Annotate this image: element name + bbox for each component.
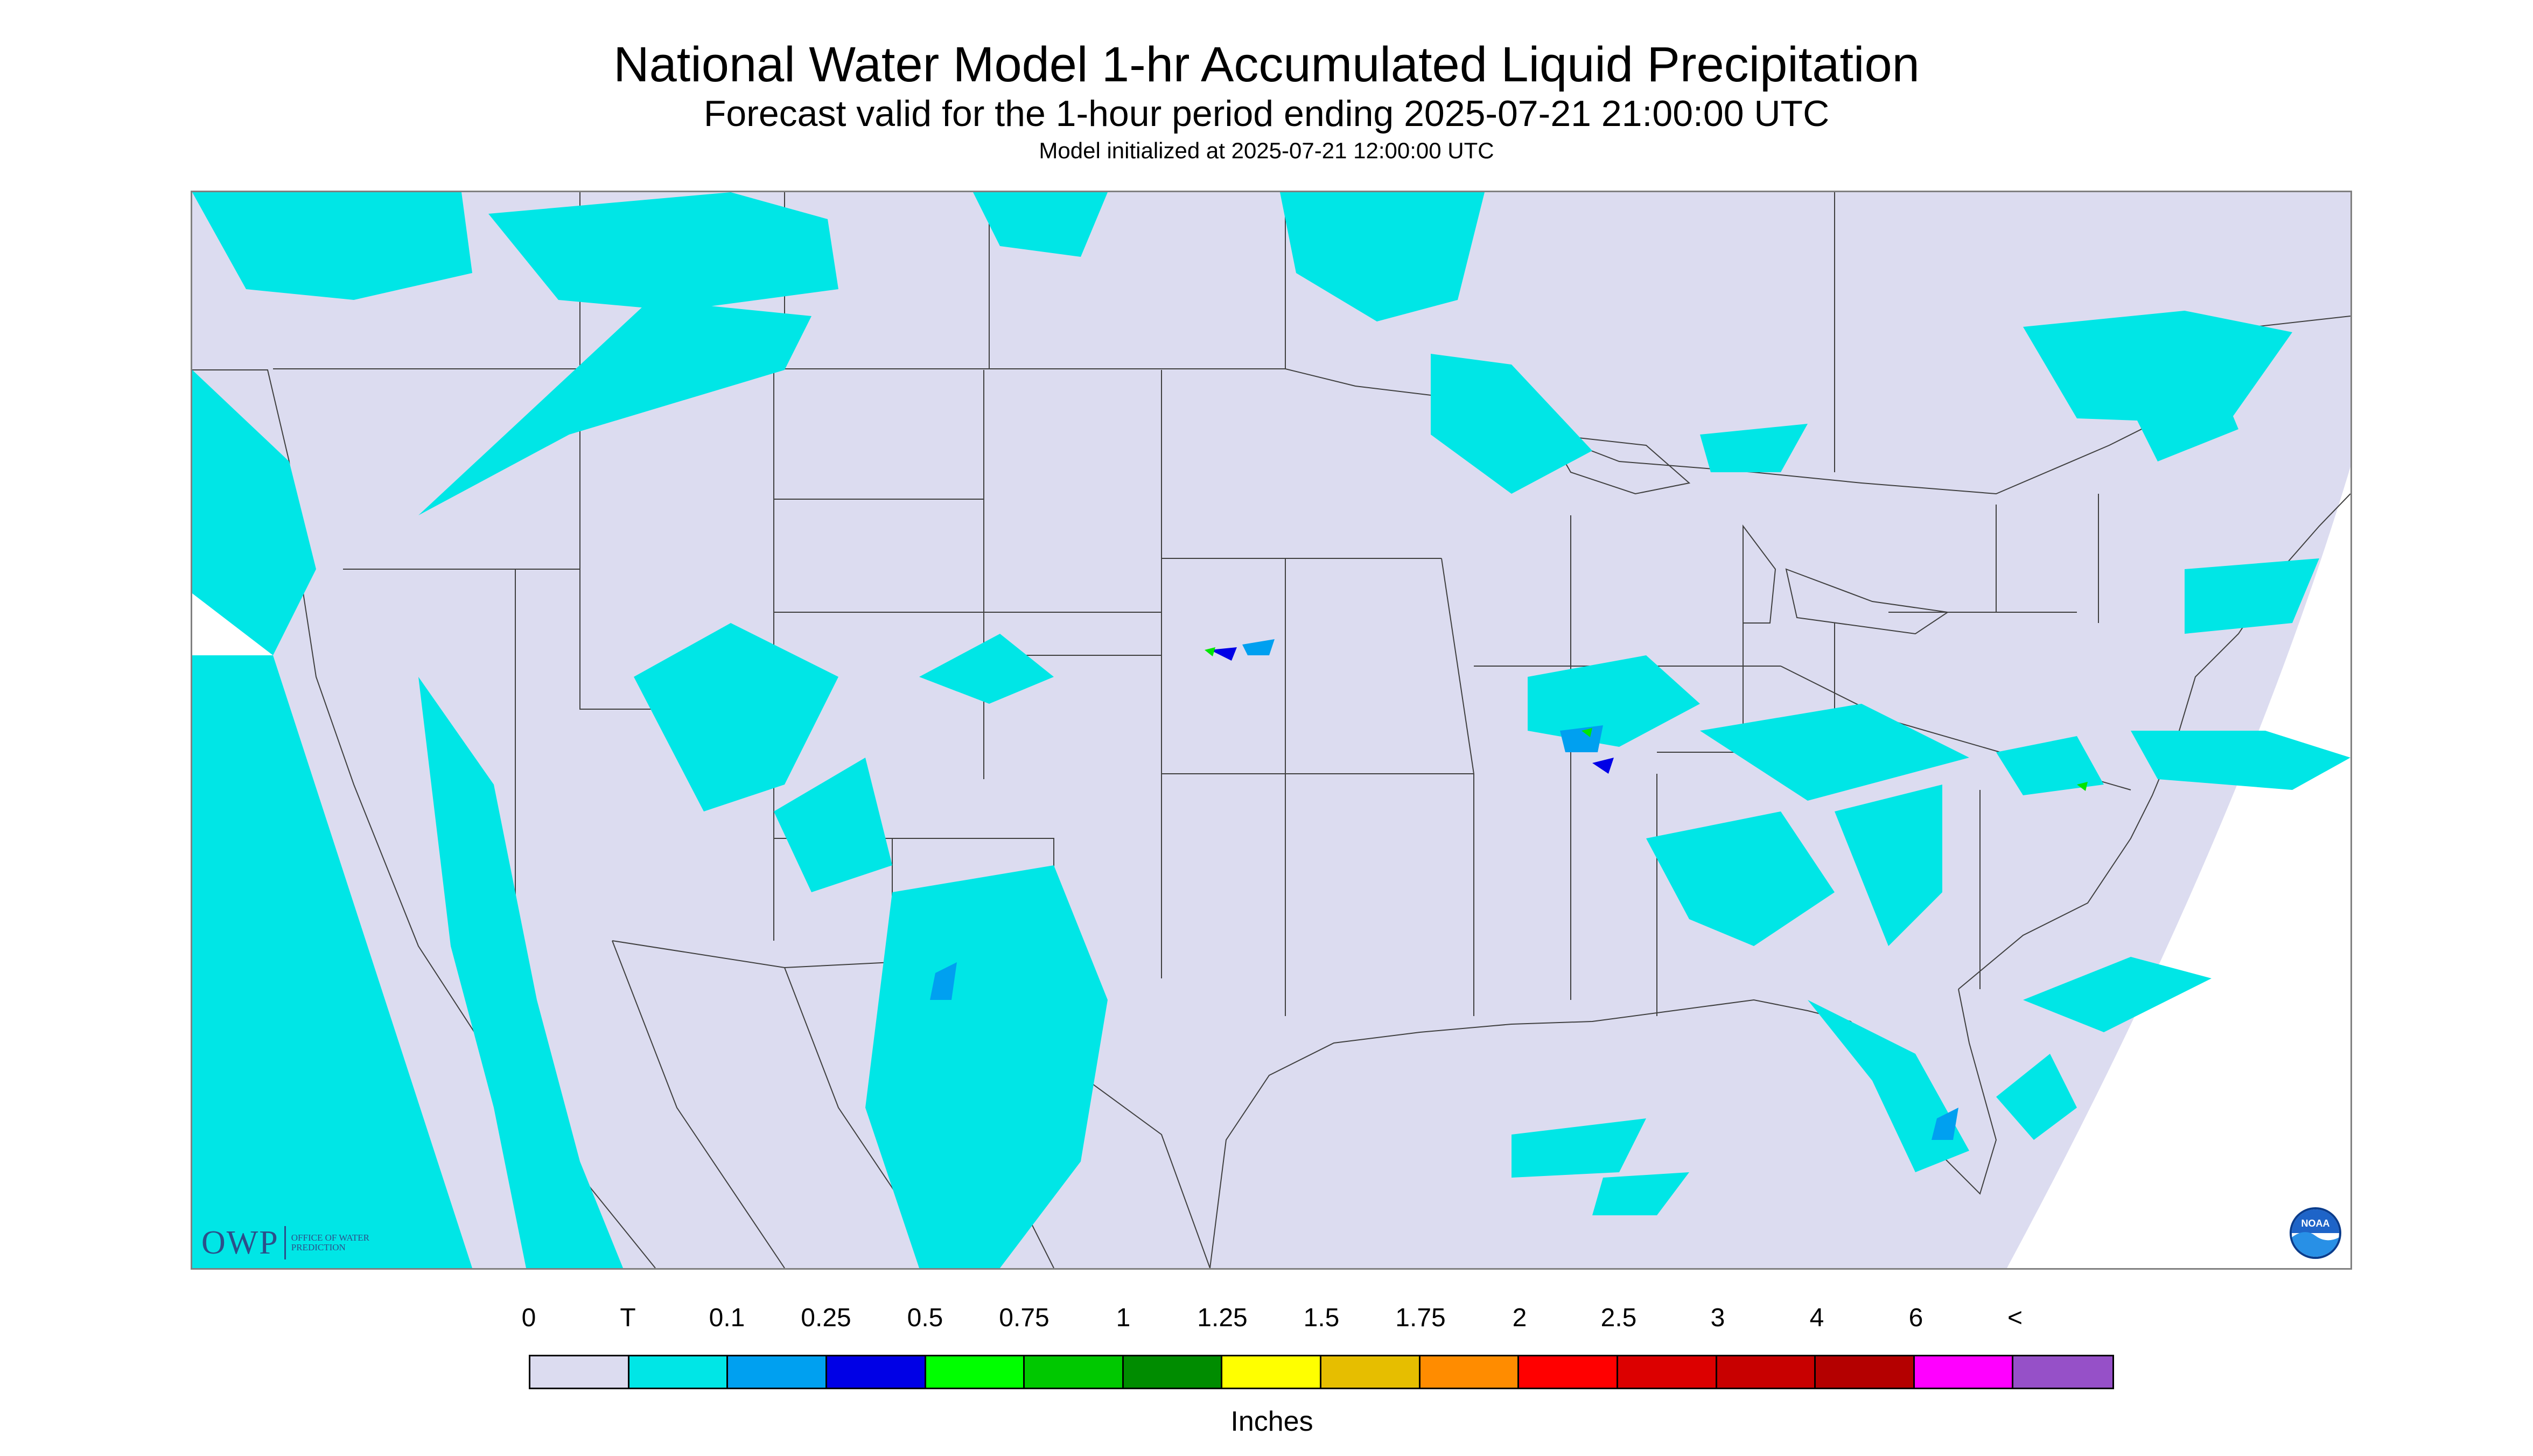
state-lines	[343, 370, 2131, 1016]
legend-bar	[529, 1355, 2114, 1389]
legend-swatch	[1717, 1356, 1816, 1388]
domain-mask-right	[2007, 467, 2350, 1268]
legend-tick-label: 2.5	[1600, 1304, 1637, 1332]
legend-tick-label: 1	[1116, 1304, 1131, 1332]
great-lakes	[1548, 433, 1949, 635]
legend-tick-label: 4	[1809, 1304, 1824, 1332]
legend-tick-label: 0.5	[907, 1304, 943, 1332]
precip-trace	[192, 192, 2350, 1268]
noaa-logo-text: NOAA	[2301, 1218, 2330, 1229]
gulf-coast	[1209, 999, 1851, 1268]
legend-swatch	[728, 1356, 827, 1388]
precip-light	[930, 639, 1958, 1140]
precip-heavy	[1205, 647, 2088, 791]
political-boundaries	[192, 192, 2350, 1268]
legend-swatch	[1816, 1356, 1915, 1388]
legend-tick-label: 6	[1908, 1304, 1923, 1332]
owp-logo: OWP OFFICE OF WATER PREDICTION	[201, 1223, 372, 1262]
mexico-states	[612, 940, 1054, 1268]
legend-tick-label: 2	[1512, 1304, 1527, 1332]
precipitation-map	[191, 191, 2352, 1270]
legend-swatch	[2013, 1356, 2112, 1388]
forecast-period: Forecast valid for the 1-hour period end…	[703, 93, 1830, 134]
legend-swatch	[1321, 1356, 1421, 1388]
model-init-time: Model initialized at 2025-07-21 12:00:00…	[1039, 138, 1494, 163]
map-canvas	[192, 192, 2350, 1268]
legend-swatch	[1123, 1356, 1223, 1388]
precip-moderate	[1210, 647, 1614, 774]
legend-swatch	[1420, 1356, 1520, 1388]
legend-unit-label: Inches	[1230, 1406, 1313, 1437]
legend-swatch	[530, 1356, 629, 1388]
legend-tick-label: <	[2007, 1304, 2023, 1332]
legend-tick-label: 0	[521, 1304, 536, 1332]
legend-tick-label: 1.75	[1395, 1304, 1446, 1332]
legend-swatch	[1222, 1356, 1321, 1388]
legend-tick-label: 0.25	[801, 1304, 851, 1332]
legend-tick-label: 1.5	[1303, 1304, 1340, 1332]
color-legend: 0 T 0.1 0.25 0.5 0.75 1 1.25 1.5 1.75 2 2.5 3 4 6 < Inc…	[522, 1303, 2114, 1443]
owp-logo-subtext: OFFICE OF WATER PREDICTION	[291, 1233, 369, 1252]
legend-tick-label: 0.1	[709, 1304, 745, 1332]
legend-swatch	[629, 1356, 729, 1388]
legend-swatch	[1519, 1356, 1618, 1388]
legend-swatch	[1618, 1356, 1717, 1388]
legend-tick-label: T	[620, 1304, 636, 1332]
legend-tick-label: 0.75	[999, 1304, 1049, 1332]
owp-logo-text: OWP	[201, 1224, 279, 1261]
noaa-logo-icon: NOAA	[2290, 1207, 2341, 1259]
legend-swatch	[926, 1356, 1025, 1388]
owp-logo-divider	[284, 1226, 286, 1259]
legend-swatch	[1025, 1356, 1124, 1388]
map-title: National Water Model 1-hr Accumulated Li…	[613, 37, 1920, 92]
legend-swatch	[1914, 1356, 2014, 1388]
legend-tick-label: 3	[1710, 1304, 1725, 1332]
legend-tick-label: 1.25	[1197, 1304, 1248, 1332]
legend-swatch	[827, 1356, 926, 1388]
